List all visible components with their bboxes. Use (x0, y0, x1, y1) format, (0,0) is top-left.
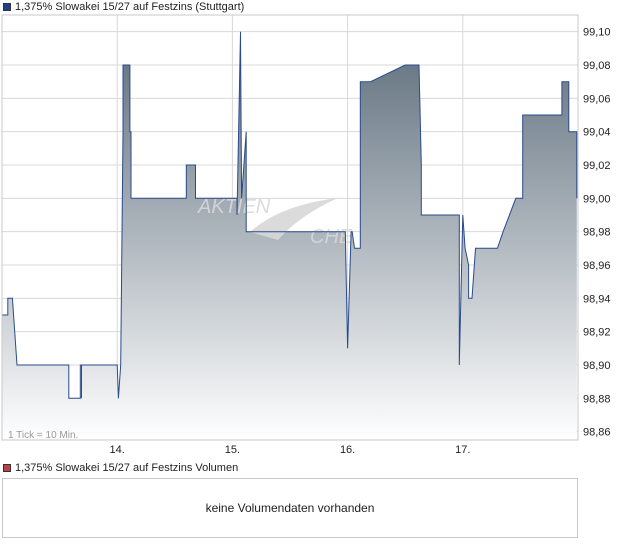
x-tick-label: 14. (110, 444, 125, 456)
y-tick-label: 99,04 (583, 127, 611, 139)
y-tick-label: 99,00 (583, 193, 611, 205)
x-axis-labels: 14. 15. 16. 17. (110, 444, 471, 456)
svg-text:CHE: CHE (310, 226, 353, 248)
y-tick-label: 99,02 (583, 160, 611, 172)
volume-legend-label: 1,375% Slowakei 15/27 auf Festzins Volum… (15, 462, 239, 474)
svg-text:AKTIEN: AKTIEN (197, 196, 271, 218)
price-chart: AKTIEN CHE 98,86 98,88 98,90 98,92 98,94 98,9… (1, 14, 611, 456)
price-line (2, 31, 578, 399)
y-tick-label: 98,88 (583, 393, 611, 405)
price-legend: 1,375% Slowakei 15/27 auf Festzins (Stut… (3, 1, 244, 13)
no-volume-message: keine Volumendaten vorhanden (205, 501, 375, 515)
tick-interval-note: 1 Tick = 10 Min. (8, 430, 78, 441)
y-tick-label: 98,90 (583, 360, 611, 372)
y-tick-label: 99,08 (583, 60, 611, 72)
y-axis-labels: 98,86 98,88 98,90 98,92 98,94 98,96 98,98 99,00… (583, 27, 611, 439)
y-tick-label: 99,10 (583, 27, 611, 39)
y-tick-label: 98,86 (583, 427, 611, 439)
y-tick-label: 98,94 (583, 293, 611, 305)
x-tick-label: 17. (455, 444, 470, 456)
price-area (2, 31, 577, 440)
y-tick-label: 98,92 (583, 327, 611, 339)
x-tick-label: 16. (340, 444, 355, 456)
price-legend-label: 1,375% Slowakei 15/27 auf Festzins (Stut… (15, 1, 245, 13)
volume-legend-swatch (3, 464, 11, 472)
price-legend-swatch (3, 3, 11, 11)
y-tick-label: 98,98 (583, 227, 611, 239)
volume-panel: keine Volumendaten vorhanden (2, 478, 578, 538)
volume-legend: 1,375% Slowakei 15/27 auf Festzins Volum… (3, 462, 238, 474)
plot-frame (1, 14, 579, 441)
y-tick-label: 98,96 (583, 260, 611, 272)
y-tick-label: 99,06 (583, 93, 611, 105)
x-tick-label: 15. (225, 444, 240, 456)
